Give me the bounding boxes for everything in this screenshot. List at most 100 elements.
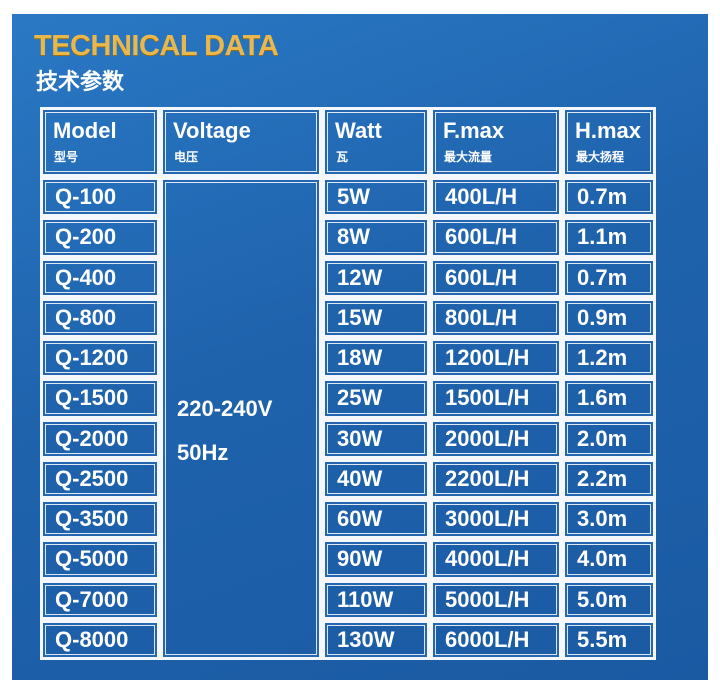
table-cell: Q-1500	[40, 378, 160, 419]
cell-text: 400L/H	[445, 184, 518, 210]
cell-text: 0.7m	[577, 184, 628, 210]
table-cell: 2200L/H	[430, 458, 562, 499]
cell-text: 15W	[337, 304, 383, 330]
voltage-cell: 220-240V 50Hz	[160, 177, 322, 660]
table-cell: 40W	[322, 458, 430, 499]
cell-text: 2200L/H	[445, 465, 530, 491]
cell-text: 600L/H	[445, 264, 518, 290]
cell-text: Q-5000	[55, 546, 129, 572]
cell-text: Q-400	[55, 264, 117, 290]
cell-text: 5W	[337, 184, 370, 210]
cell-text: 0.7m	[577, 264, 628, 290]
cell-text: Q-8000	[55, 626, 129, 652]
cell-text: 130W	[337, 626, 395, 652]
table-cell: Q-3500	[40, 499, 160, 540]
table-cell: 15W	[322, 297, 430, 338]
cell-text: 110W	[337, 586, 394, 612]
cell-text: 5.5m	[577, 626, 628, 652]
voltage-text: 50Hz	[177, 440, 229, 465]
table-cell: 18W	[322, 338, 430, 379]
table-cell: 5.0m	[562, 579, 656, 620]
table-cell: 0.7m	[562, 257, 656, 298]
table-cell: 2.0m	[562, 418, 656, 459]
cell-text: 6000L/H	[445, 626, 530, 652]
header-sublabel: 最大流量	[444, 150, 493, 164]
cell-text: Q-1500	[55, 385, 129, 411]
header-sublabel: 瓦	[336, 150, 349, 164]
cell-text: 18W	[337, 345, 383, 371]
cell-text: 4.0m	[577, 546, 628, 572]
cell-text: 2.2m	[577, 465, 628, 491]
header-label: Voltage	[173, 118, 251, 143]
table-cell: Q-7000	[40, 579, 160, 620]
table-cell: 2.2m	[562, 458, 656, 499]
cell-text: 25W	[337, 385, 383, 411]
cell-text: Q-1200	[55, 345, 129, 371]
cell-text: Q-2500	[55, 465, 129, 491]
cell-text: 90W	[337, 546, 383, 572]
table-cell: Q-100	[40, 177, 160, 218]
table-cell: Q-5000	[40, 539, 160, 580]
table-cell: Q-400	[40, 257, 160, 298]
cell-text: 4000L/H	[445, 546, 530, 572]
header-sublabel: 型号	[54, 150, 79, 164]
table-cell: 25W	[322, 378, 430, 419]
table-cell: 3000L/H	[430, 499, 562, 540]
cell-text: 600L/H	[445, 224, 518, 250]
table-cell: 90W	[322, 539, 430, 580]
table-cell: Q-1200	[40, 338, 160, 379]
cell-text: 1.6m	[577, 385, 628, 411]
cell-text: Q-7000	[55, 586, 129, 612]
table-cell: 12W	[322, 257, 430, 298]
table-cell: 0.7m	[562, 177, 656, 218]
cell-text: Q-800	[55, 304, 117, 330]
table-cell: Q-800	[40, 297, 160, 338]
cell-text: 1200L/H	[445, 345, 530, 371]
header-cell: F.max 最大流量	[430, 107, 562, 177]
cell-text: 3000L/H	[445, 506, 530, 532]
cell-text: 5.0m	[577, 586, 628, 612]
table-cell: 1500L/H	[430, 378, 562, 419]
cell-text: 40W	[337, 465, 383, 491]
table-cell: 8W	[322, 217, 430, 258]
table-cell: 2000L/H	[430, 418, 562, 459]
table-cell: 400L/H	[430, 177, 562, 218]
header-cell: Voltage 电压	[160, 107, 322, 177]
table-cell: 3.0m	[562, 499, 656, 540]
table-cell: 5W	[322, 177, 430, 218]
table-cell: Q-2500	[40, 458, 160, 499]
voltage-text: 220-240V	[177, 396, 273, 421]
header-sublabel: 电压	[174, 150, 199, 164]
table-cell: 600L/H	[430, 217, 562, 258]
cell-text: 1500L/H	[445, 385, 530, 411]
table-cell: 5.5m	[562, 619, 656, 660]
cell-text: 1.1m	[577, 224, 628, 250]
table-cell: 110W	[322, 579, 430, 620]
header-label: Model	[53, 118, 117, 143]
cell-text: 60W	[337, 506, 383, 532]
cell-text: 0.9m	[577, 304, 628, 330]
cell-text: Q-200	[55, 224, 117, 250]
table-cell: Q-200	[40, 217, 160, 258]
cell-text: 30W	[337, 425, 383, 451]
cell-text: 2000L/H	[445, 425, 530, 451]
header-cell: Model 型号	[40, 107, 160, 177]
table-cell: 1.2m	[562, 338, 656, 379]
table-cell: 600L/H	[430, 257, 562, 298]
cell-text: 12W	[337, 264, 383, 290]
table-cell: 1.6m	[562, 378, 656, 419]
table-cell: 0.9m	[562, 297, 656, 338]
cell-text: Q-100	[55, 184, 117, 210]
header-label: H.max	[575, 118, 642, 143]
table-cell: 130W	[322, 619, 430, 660]
panel	[12, 14, 708, 680]
cell-text: 800L/H	[445, 304, 518, 330]
header-cell: H.max 最大扬程	[562, 107, 656, 177]
table-cell: 30W	[322, 418, 430, 459]
table-cell: 5000L/H	[430, 579, 562, 620]
cell-text: 2.0m	[577, 425, 628, 451]
cell-text: 5000L/H	[445, 586, 530, 612]
table-cell: 1.1m	[562, 217, 656, 258]
title: TECHNICAL DATA	[34, 30, 279, 62]
